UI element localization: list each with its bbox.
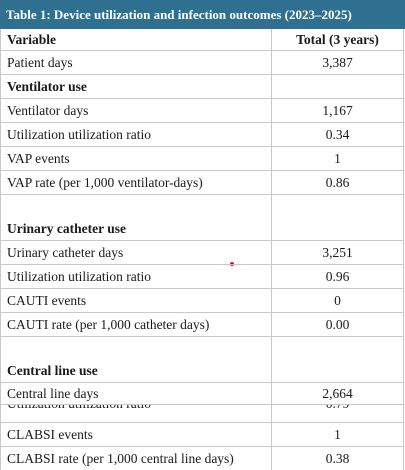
data-row: Utilization utilization ratio 0.79 [0,405,404,423]
value-text: 0.96 [325,268,350,284]
label-text: Urinary catheter use [7,220,126,236]
value-cell: 1,167 [271,99,403,122]
data-row: VAP events 1 [0,147,404,171]
value-text: 3,251 [322,244,353,260]
label-text: Utilization utilization ratio [7,405,151,412]
label-text: CAUTI rate (per 1,000 catheter days) [7,316,210,332]
label-text: CLABSI rate (per 1,000 central line days… [7,450,234,466]
label-cell: Ventilator days [7,99,88,122]
label-cell: Patient days [7,51,73,74]
label-cell: CAUTI events [7,289,86,312]
data-row: Patient days 3,387 [0,51,404,75]
section-row: Ventilator use [0,75,404,99]
value-cell: 0.00 [271,313,403,336]
value-text: 0.86 [325,174,350,190]
label-cell: Central line use [7,359,98,382]
data-row: CAUTI events 0 [0,289,404,313]
value-cell: 1 [271,147,403,170]
label-text: Patient days [7,54,73,70]
value-text: 1 [334,150,341,166]
data-row: VAP rate (per 1,000 ventilator-days) 0.86 [0,171,404,195]
label-cell: Urinary catheter use [7,217,126,240]
data-row: Ventilator days 1,167 [0,99,404,123]
value-text: 0.00 [325,316,350,332]
value-cell: 0.34 [271,123,403,146]
data-row: Utilization utilization ratio 0.96 [0,265,404,289]
value-cell: 3,387 [271,51,403,74]
value-text: 0 [334,292,341,308]
label-text: VAP events [7,150,70,166]
label-text: Central line use [7,362,98,378]
label-text: Variable [7,31,57,47]
value-text: 0.34 [325,126,350,142]
table-title: Table 1: Device utilization and infectio… [0,0,405,29]
label-cell: Variable [7,29,56,50]
value-text: Total (3 years) [296,31,379,47]
data-row: CLABSI rate (per 1,000 central line days… [0,447,404,470]
label-text: Utilization utilization ratio [7,268,151,284]
value-text: 1 [334,426,341,442]
value-text: 0.38 [325,450,350,466]
data-row: Utilization utilization ratio 0.34 [0,123,404,147]
value-cell [271,337,403,359]
label-text: Ventilator use [7,78,87,94]
label-text: Ventilator days [7,102,89,118]
spacer-row [0,195,404,217]
label-cell: CAUTI rate (per 1,000 catheter days) [7,313,209,336]
label-text: CAUTI events [7,292,87,308]
label-cell: Ventilator use [7,75,87,98]
value-cell: 1 [271,423,403,446]
label-cell: CLABSI events [7,423,93,446]
value-cell: 0.79 [271,405,403,422]
spacer-row [0,337,404,359]
section-row: Central line use [0,359,404,383]
value-cell [271,217,403,240]
value-text: 0.79 [326,405,350,412]
label-cell: Utilization utilization ratio [7,405,151,422]
value-text: 1,167 [322,102,353,118]
label-cell: Utilization utilization ratio [7,123,151,146]
label-text: VAP rate (per 1,000 ventilator-days) [7,174,203,190]
label-cell: VAP events [7,147,70,170]
value-text: 3,387 [322,54,353,70]
value-cell: 0.38 [271,447,403,470]
label-text: CLABSI events [7,426,93,442]
value-cell [271,195,403,217]
label-cell: Central line days [7,383,98,404]
value-cell [271,75,403,98]
data-row: CLABSI events 1 [0,423,404,447]
label-text: Utilization utilization ratio [7,126,151,142]
label-cell: Utilization utilization ratio [7,265,151,288]
data-row: Urinary catheter days 3,251 [0,241,404,265]
value-cell: 2,664 [271,383,403,404]
value-cell [271,359,403,382]
value-cell: 3,251 [271,241,403,264]
value-cell: 0.96 [271,265,403,288]
label-cell: Urinary catheter days [7,241,123,264]
data-row: Central line days 2,664 [0,383,404,405]
value-cell: 0.86 [271,171,403,194]
header-row: Variable Total (3 years) [0,29,404,51]
value-text: 2,664 [322,385,353,401]
label-cell: CLABSI rate (per 1,000 central line days… [7,447,234,470]
data-row: CAUTI rate (per 1,000 catheter days) 0.00 [0,313,404,337]
value-cell: 0 [271,289,403,312]
section-row: Urinary catheter use [0,217,404,241]
label-text: Urinary catheter days [7,244,124,260]
label-text: Central line days [7,385,99,401]
value-cell: Total (3 years) [271,29,403,50]
label-cell: VAP rate (per 1,000 ventilator-days) [7,171,203,194]
